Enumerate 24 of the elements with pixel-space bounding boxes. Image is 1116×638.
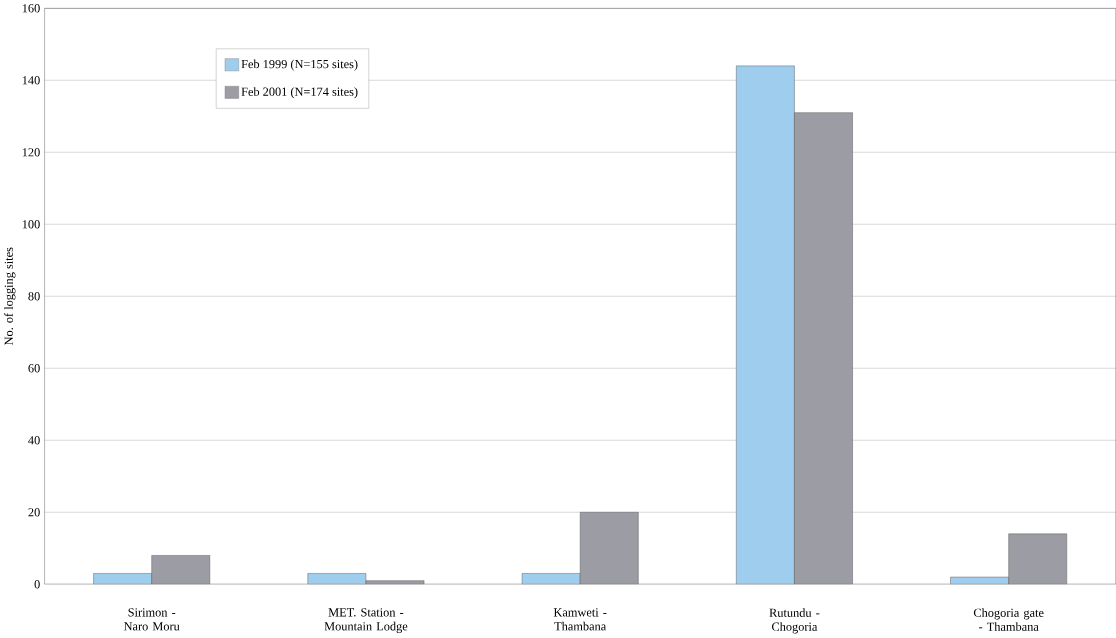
x-tick-label: Sirimon - Naro Moru [123, 608, 180, 631]
y-tick-label: 0 [34, 580, 40, 589]
y-tick-label: 80 [28, 292, 40, 301]
legend-label: Feb 1999 (N=155 sites) [241, 59, 358, 71]
y-tick-label: 120 [22, 148, 40, 157]
y-tick-label: 40 [28, 436, 40, 445]
y-tick-label: 160 [22, 4, 40, 13]
y-tick-label: 60 [28, 364, 40, 373]
bar [151, 555, 211, 585]
y-axis-title: No. of logging sites [4, 247, 16, 346]
bar [522, 573, 581, 585]
bar [307, 573, 366, 585]
bar [579, 512, 639, 585]
legend-label: Feb 2001 (N=174 sites) [241, 87, 358, 99]
x-tick-label: Rutundu - Chogoria [769, 608, 820, 634]
x-tick-label: MET. Station - Mountain Lodge [324, 608, 408, 634]
y-tick-label: 20 [28, 508, 40, 517]
bar [93, 573, 152, 585]
y-tick-label: 100 [22, 220, 40, 229]
x-tick-label: Chogoria gate - Thambana [973, 608, 1044, 632]
bar [736, 65, 795, 585]
x-tick-label: Kamweti - Thambana [553, 608, 607, 631]
y-tick-label: 140 [22, 76, 40, 85]
bar [1008, 533, 1068, 585]
